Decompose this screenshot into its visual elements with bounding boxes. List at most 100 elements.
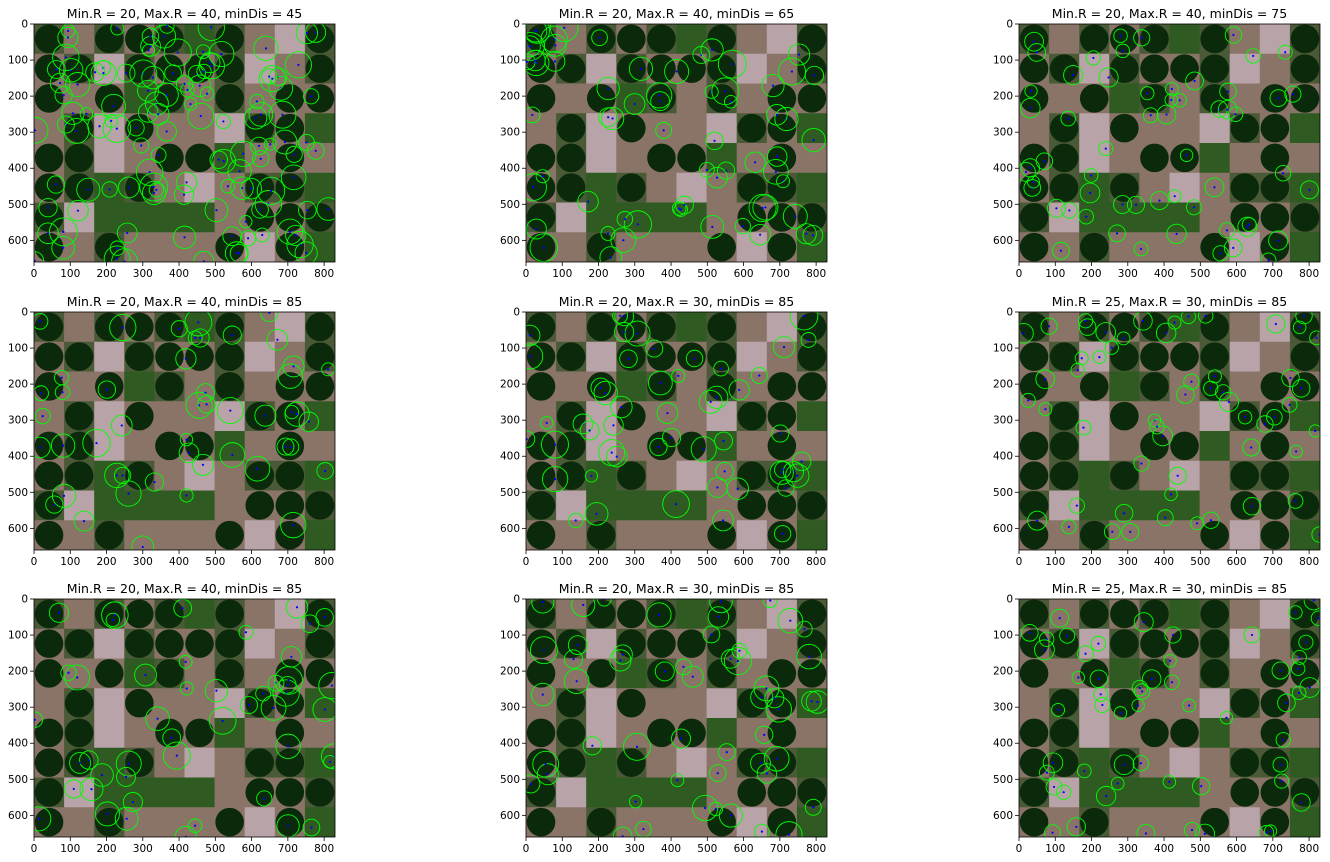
x-tick-label: 100 — [60, 556, 80, 568]
circle-center — [1225, 716, 1228, 719]
detected-circle — [748, 193, 777, 222]
detected-circle — [603, 415, 624, 436]
detected-circle — [1217, 99, 1238, 120]
circle-center — [1226, 108, 1229, 111]
circle-center — [106, 812, 109, 816]
detected-circle — [610, 395, 633, 419]
detected-circle — [1192, 776, 1211, 796]
x-tick-label: 200 — [1082, 268, 1102, 280]
circle-center — [1044, 408, 1047, 411]
circle-center — [1029, 90, 1033, 93]
detected-circle — [1272, 756, 1289, 773]
circle-center — [1304, 641, 1308, 644]
detected-circle — [222, 325, 242, 345]
detected-circle — [1045, 778, 1063, 796]
detected-circle — [48, 602, 70, 623]
circle-center — [611, 117, 614, 120]
detected-circle — [662, 490, 690, 518]
circle-center — [1075, 825, 1078, 828]
detected-circle — [1026, 175, 1040, 189]
detected-circle — [712, 509, 734, 532]
circle-center — [1055, 207, 1058, 210]
circle-center — [247, 703, 251, 707]
x-tick-label: 100 — [1045, 843, 1065, 855]
detected-circle — [1242, 496, 1262, 516]
detected-circle — [801, 690, 822, 712]
circle-center — [54, 183, 58, 186]
detected-circle — [1291, 685, 1307, 701]
circle-center — [290, 411, 294, 414]
circle-center — [666, 412, 669, 415]
circle-center — [1141, 319, 1145, 322]
detected-circle — [280, 164, 307, 191]
detected-circle — [540, 25, 568, 53]
circle-center — [147, 49, 150, 52]
circle-center — [307, 420, 310, 423]
circle-center — [1134, 203, 1138, 206]
y-tick-label: 500 — [500, 774, 520, 786]
circle-center — [554, 44, 557, 47]
circle-center — [1315, 336, 1318, 339]
circle-center — [736, 487, 739, 490]
detected-circle — [1019, 162, 1036, 182]
circle-center — [563, 26, 566, 29]
y-tick-label: 600 — [8, 810, 28, 822]
detected-circle — [624, 320, 651, 347]
detected-circle — [1115, 43, 1130, 59]
detected-circle — [90, 60, 117, 86]
detected-circle — [1131, 679, 1149, 697]
detected-circle — [1197, 312, 1214, 324]
detected-circle — [650, 91, 671, 112]
detected-circle — [238, 624, 254, 640]
circle-center — [1291, 93, 1295, 96]
circle-center — [1111, 530, 1114, 533]
detected-circle — [104, 462, 130, 489]
circle-center — [116, 257, 119, 260]
circle-center — [1076, 368, 1079, 372]
x-tick-label: 600 — [242, 843, 262, 855]
detected-circle — [1168, 466, 1187, 485]
x-tick-label: 0 — [1016, 268, 1023, 280]
detected-circle — [805, 690, 827, 714]
circle-center — [1213, 186, 1216, 189]
detected-circle — [700, 38, 724, 62]
detected-circles — [34, 599, 335, 837]
x-tick-label: 0 — [523, 268, 530, 280]
detected-circle — [529, 636, 558, 665]
detected-circle — [612, 312, 629, 324]
detected-circle — [1070, 362, 1085, 378]
detected-circle — [1098, 67, 1119, 88]
detected-circle — [131, 535, 155, 550]
detected-circle — [60, 664, 77, 681]
detected-circle — [1292, 320, 1307, 335]
circle-center — [305, 31, 308, 35]
circle-center — [111, 618, 114, 622]
circle-center — [1282, 738, 1285, 741]
y-tick-label: 100 — [8, 343, 28, 355]
circle-center — [1178, 99, 1181, 102]
detected-circle — [282, 438, 300, 456]
circle-center — [87, 188, 90, 191]
circle-center — [314, 31, 317, 34]
detected-circle — [222, 226, 243, 247]
circle-center — [198, 84, 201, 87]
circle-center — [534, 29, 537, 33]
circle-center — [186, 88, 189, 92]
x-tick-label: 400 — [661, 268, 681, 280]
circle-center — [146, 89, 150, 92]
circle-center — [41, 415, 44, 418]
circle-center — [805, 232, 808, 235]
circle-center — [731, 63, 734, 66]
circle-center — [208, 61, 211, 64]
circle-center — [796, 474, 799, 477]
circle-center — [1058, 616, 1061, 620]
detected-circle — [1027, 510, 1048, 531]
circle-center — [1066, 634, 1069, 637]
detected-circle — [598, 439, 626, 467]
detected-circle — [1310, 610, 1320, 626]
detected-circle — [1035, 369, 1055, 389]
circle-center — [76, 209, 80, 212]
detected-circle — [256, 176, 286, 206]
circle-center — [541, 693, 544, 696]
detected-circle — [117, 176, 140, 199]
